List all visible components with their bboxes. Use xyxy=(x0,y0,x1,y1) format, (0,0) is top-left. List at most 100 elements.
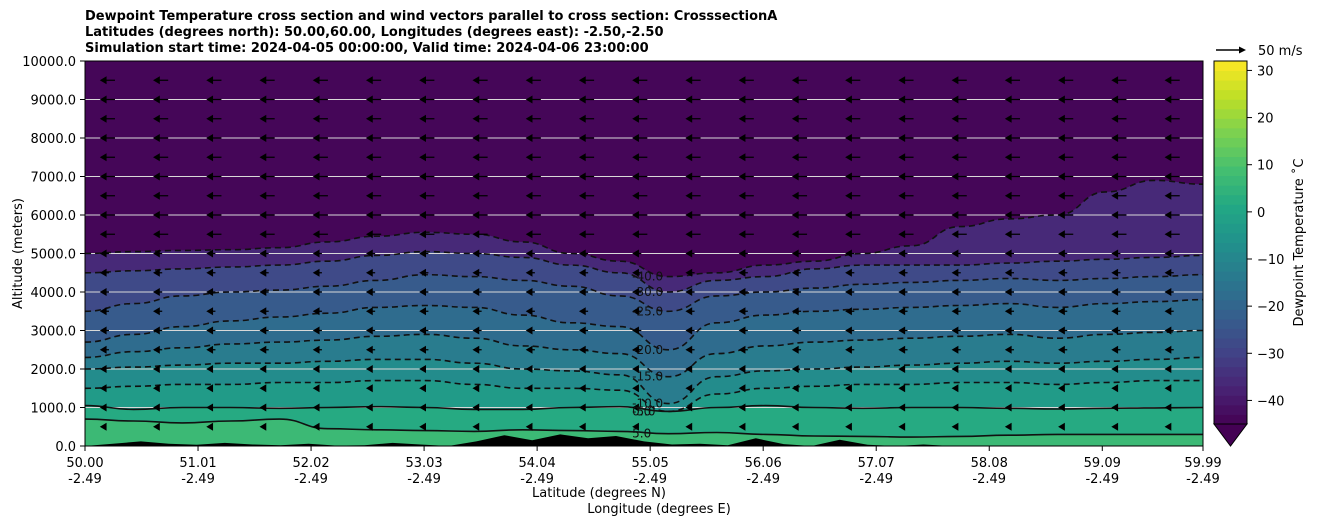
wind-arrow xyxy=(99,403,107,412)
wind-arrow xyxy=(1164,191,1180,200)
wind-arrow xyxy=(632,76,648,85)
wind-arrow xyxy=(472,345,482,354)
x-tick-label-lon: -2.49 xyxy=(1186,472,1220,487)
wind-arrow xyxy=(472,153,488,162)
colorbar-segment xyxy=(1214,366,1247,377)
wind-arrow xyxy=(951,384,959,393)
wind-arrow xyxy=(1004,364,1012,374)
wind-arrow xyxy=(845,95,861,104)
wind-arrow xyxy=(1164,287,1174,297)
wind-arrow xyxy=(845,76,861,85)
wind-arrow xyxy=(1164,230,1180,239)
wind-arrow xyxy=(738,268,748,277)
colorbar: −40 −30 −20 −10 0 10 20 30 xyxy=(1213,60,1284,447)
wind-arrow xyxy=(578,191,595,200)
wind-arrow xyxy=(1058,364,1065,374)
wind-arrow xyxy=(1164,249,1174,258)
colorbar-segment xyxy=(1214,61,1247,72)
wind-arrow xyxy=(312,95,328,104)
wind-arrow xyxy=(845,210,861,220)
wind-arrow xyxy=(632,95,648,104)
wind-arrow xyxy=(951,153,967,162)
wind-arrow xyxy=(99,307,109,316)
wind-arrow xyxy=(153,191,169,200)
wind-arrow xyxy=(206,345,216,354)
wind-arrow xyxy=(259,384,267,393)
colorbar-segment xyxy=(1214,108,1247,119)
wind-arrow xyxy=(578,287,589,297)
wind-arrow xyxy=(791,249,802,258)
chart-title-line-1: Dewpoint Temperature cross section and w… xyxy=(85,9,778,24)
wind-arrow xyxy=(845,172,861,181)
x-tick-label-lon: -2.49 xyxy=(520,472,554,487)
wind-arrow xyxy=(1004,210,1021,220)
x-axis-label-lon: Longitude (degrees E) xyxy=(587,502,731,517)
y-axis: 0.0 1000.0 2000.0 3000.0 4000.0 5000.0 6000.0 7… xyxy=(22,55,85,455)
wind-arrow xyxy=(419,114,435,123)
colorbar-segment xyxy=(1214,223,1247,234)
wind-arrow xyxy=(365,95,382,104)
wind-arrow xyxy=(419,210,435,220)
wind-arrow xyxy=(845,345,855,354)
wind-arrow xyxy=(845,307,855,316)
wind-arrow xyxy=(791,307,802,316)
wind-arrow xyxy=(685,172,701,181)
wind-arrow xyxy=(738,230,754,239)
wind-arrow xyxy=(419,133,435,143)
colorbar-segment xyxy=(1214,271,1247,282)
x-tick-label-lat: 51.01 xyxy=(179,456,216,471)
band-below-5 xyxy=(85,419,1203,446)
wind-arrow xyxy=(898,307,908,316)
y-tick-label: 6000.0 xyxy=(31,209,77,224)
wind-arrow xyxy=(951,210,967,220)
colorbar-tick-label: 0 xyxy=(1257,206,1265,221)
wind-arrow xyxy=(951,95,967,104)
wind-arrow xyxy=(206,76,222,85)
wind-arrow xyxy=(99,268,109,277)
wind-arrow xyxy=(153,384,160,393)
contour-line--15 xyxy=(85,329,1203,378)
wind-arrow xyxy=(259,326,269,335)
wind-arrow xyxy=(525,307,535,316)
wind-arrow xyxy=(1004,403,1012,412)
wind-arrow xyxy=(525,287,535,297)
wind-arrow xyxy=(632,133,648,143)
wind-arrow xyxy=(1111,95,1127,104)
wind-arrow xyxy=(738,422,746,431)
wind-arrow xyxy=(365,249,376,258)
wind-arrow xyxy=(578,384,586,393)
wind-arrow xyxy=(419,230,435,239)
wind-arrow xyxy=(99,230,115,239)
wind-arrow xyxy=(525,172,541,181)
wind-arrow xyxy=(578,403,586,412)
wind-arrow xyxy=(632,345,642,354)
wind-arrow xyxy=(419,422,426,431)
wind-arrow xyxy=(845,364,852,374)
wind-arrow xyxy=(153,326,163,335)
wind-arrow xyxy=(1164,172,1180,181)
chart-title-line-2: Latitudes (degrees north): 50.00,60.00, … xyxy=(85,25,664,40)
wind-arrow xyxy=(472,403,480,412)
wind-arrow xyxy=(845,191,861,200)
wind-arrow xyxy=(525,345,535,354)
wind-arrow xyxy=(419,384,426,393)
wind-arrow xyxy=(1058,191,1074,200)
wind-arrow xyxy=(898,249,908,258)
wind-arrow xyxy=(951,114,967,123)
wind-arrow xyxy=(1111,114,1127,123)
wind-arrow xyxy=(898,230,914,239)
chart-title-line-3: Simulation start time: 2024-04-05 00:00:… xyxy=(85,41,649,56)
wind-arrow xyxy=(791,76,808,85)
wind-arrow xyxy=(259,287,269,297)
wind-arrow xyxy=(1111,287,1121,297)
wind-arrow xyxy=(1058,133,1074,143)
colorbar-segment xyxy=(1214,194,1247,205)
wind-arrow xyxy=(951,364,959,374)
wind-arrow xyxy=(1058,153,1074,162)
wind-arrow xyxy=(898,268,908,277)
wind-arrow xyxy=(1004,287,1015,297)
wind-arrow xyxy=(259,345,269,354)
wind-arrow xyxy=(153,364,160,374)
wind-arrow xyxy=(632,153,648,162)
wind-arrow xyxy=(206,249,216,258)
